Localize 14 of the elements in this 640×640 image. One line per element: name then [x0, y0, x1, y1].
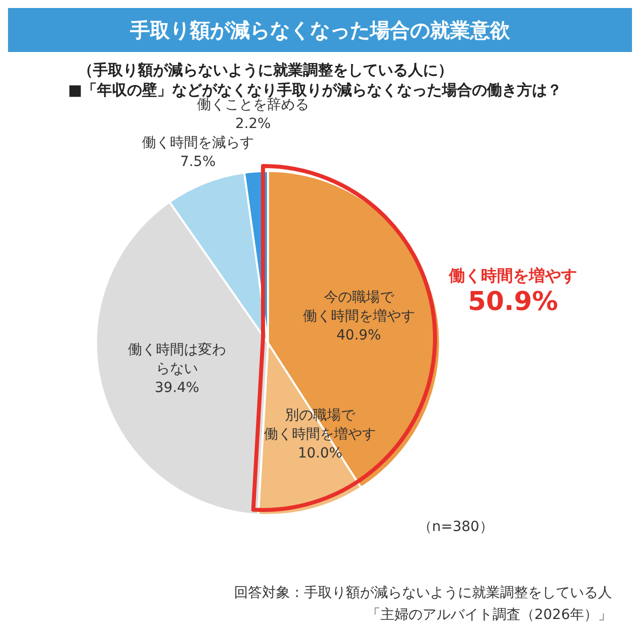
slice-label: 働く時間を減らす [142, 134, 254, 151]
text: 回答対象：手取り額が減らないように就業調整をしている人 [234, 584, 612, 603]
data-label: 7.5% [180, 154, 216, 170]
slice-label: 今の職場で働く時間を増やす [302, 289, 415, 324]
slice-label: 働く時間は変わらない [128, 342, 226, 377]
text: 働く時間を増やす [448, 266, 578, 287]
text: 「主婦のアルバイト調査（2026年）」 [365, 606, 612, 625]
slice-label: 働くことを辞める [197, 97, 310, 114]
data-label: 2.2% [235, 116, 271, 132]
data-label: 39.4% [154, 380, 200, 396]
text: （n=380） [418, 518, 494, 536]
data-label: 40.9% [336, 327, 382, 344]
chart-title: 手取り額が減らなくなった場合の就業意欲 [8, 8, 632, 52]
text: 50.9% [466, 287, 560, 317]
